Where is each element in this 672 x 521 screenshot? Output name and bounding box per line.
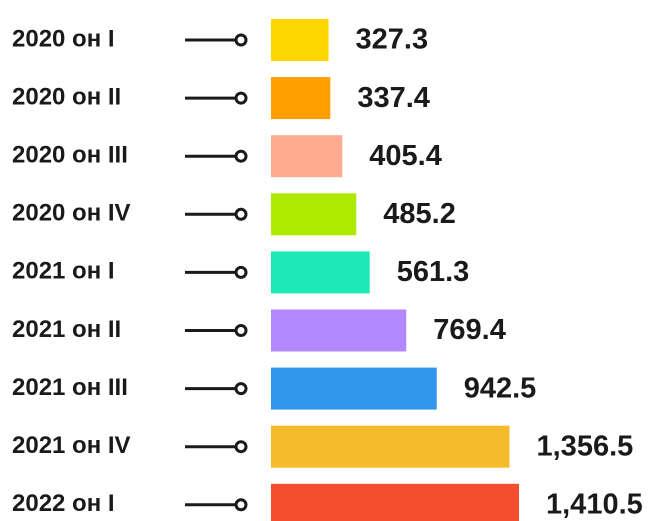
value-label: 1,410.5 bbox=[546, 488, 643, 520]
connector-dot bbox=[234, 382, 248, 396]
category-label: 2020 он II bbox=[12, 83, 121, 110]
value-label: 942.5 bbox=[464, 372, 537, 404]
value-label: 327.3 bbox=[356, 24, 429, 56]
connector-dot bbox=[234, 33, 248, 47]
bar bbox=[271, 425, 510, 468]
connector-dot bbox=[234, 265, 248, 279]
value-label: 561.3 bbox=[397, 256, 470, 288]
connector-dot bbox=[234, 440, 248, 454]
bar bbox=[271, 367, 437, 410]
bar bbox=[271, 483, 519, 521]
category-label: 2020 он III bbox=[12, 142, 128, 169]
bar bbox=[271, 193, 357, 236]
connector-dot bbox=[234, 149, 248, 163]
connector-dot bbox=[234, 498, 248, 512]
category-label: 2020 он I bbox=[12, 25, 115, 52]
category-label: 2021 он I bbox=[12, 258, 115, 285]
value-label: 337.4 bbox=[357, 82, 430, 114]
category-label: 2021 он II bbox=[12, 316, 121, 343]
connector-dot bbox=[234, 91, 248, 105]
connector-dot bbox=[234, 324, 248, 337]
connector-dot bbox=[234, 207, 248, 221]
bar bbox=[271, 77, 331, 120]
value-label: 485.2 bbox=[383, 198, 456, 230]
category-label: 2021 он III bbox=[12, 374, 128, 401]
category-label: 2020 он IV bbox=[12, 200, 131, 227]
value-label: 1,356.5 bbox=[537, 430, 634, 462]
category-label: 2021 он IV bbox=[12, 432, 131, 459]
bar bbox=[271, 309, 407, 352]
bar bbox=[271, 135, 343, 178]
category-label: 2022 он I bbox=[12, 490, 115, 517]
bar bbox=[271, 251, 370, 294]
value-label: 769.4 bbox=[433, 314, 506, 346]
bar bbox=[271, 19, 329, 61]
value-label: 405.4 bbox=[369, 140, 442, 172]
